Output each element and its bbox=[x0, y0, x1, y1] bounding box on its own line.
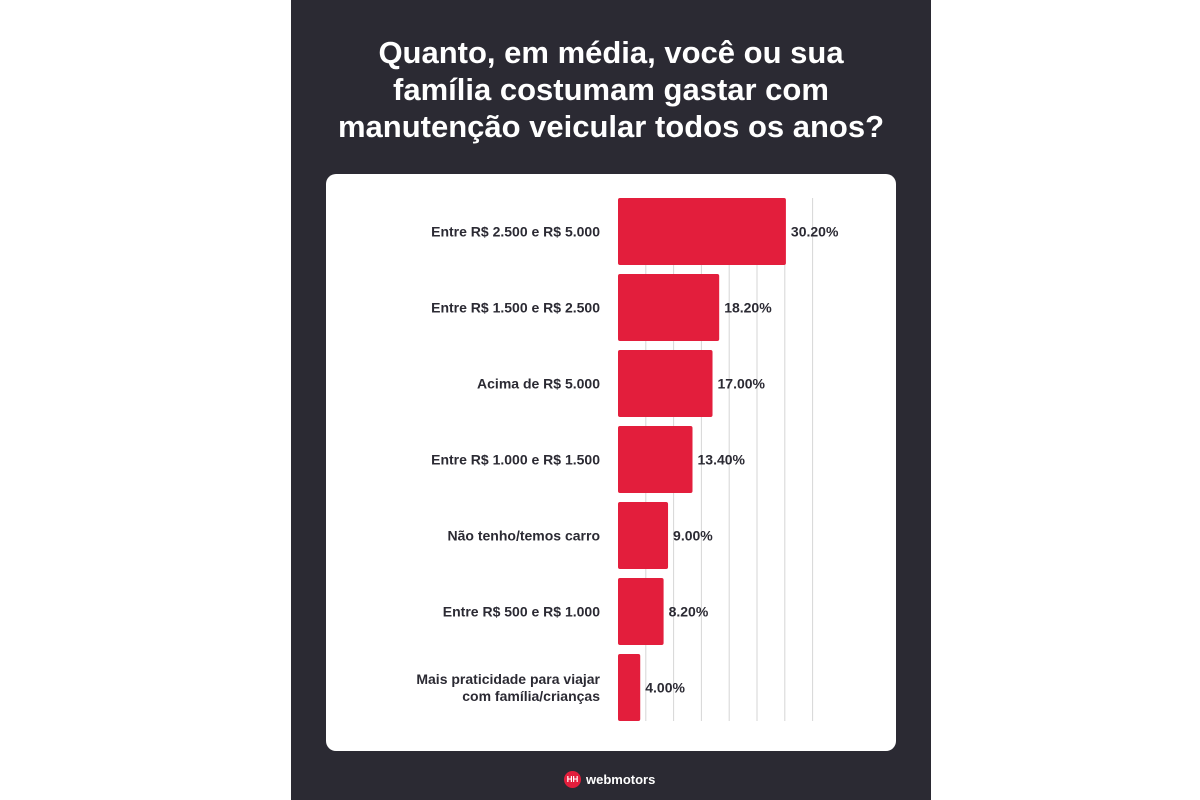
category-label: Acima de R$ 5.000 bbox=[477, 376, 600, 392]
category-label: Não tenho/temos carro bbox=[448, 528, 600, 544]
bar bbox=[618, 274, 720, 341]
value-label: 9.00% bbox=[673, 528, 713, 544]
value-label: 30.20% bbox=[791, 224, 839, 240]
chart-card: 30.20% Entre R$ 2.500 e R$ 5.000 18.20% Ent… bbox=[326, 174, 896, 751]
value-label: 17.00% bbox=[718, 376, 766, 392]
webmotors-logo-icon: HH bbox=[564, 770, 581, 788]
bar-chart: 30.20% Entre R$ 2.500 e R$ 5.000 18.20% Ent… bbox=[416, 198, 839, 721]
chart-title: Quanto, em média, você ou sua família co… bbox=[291, 34, 931, 145]
background-panel: Quanto, em média, você ou sua família co… bbox=[291, 0, 931, 800]
value-label: 18.20% bbox=[724, 300, 772, 316]
bar bbox=[618, 654, 641, 721]
category-label: Entre R$ 1.000 e R$ 1.500 bbox=[431, 452, 600, 468]
bar bbox=[618, 502, 669, 569]
category-label: Entre R$ 1.500 e R$ 2.500 bbox=[431, 300, 600, 316]
category-label: Entre R$ 2.500 e R$ 5.000 bbox=[431, 224, 600, 240]
bar bbox=[618, 578, 664, 645]
category-label: Entre R$ 500 e R$ 1.000 bbox=[443, 604, 600, 620]
title-line: Quanto, em média, você ou sua bbox=[378, 35, 844, 70]
value-label: 4.00% bbox=[645, 680, 685, 696]
title-line: família costumam gastar com bbox=[393, 72, 829, 107]
category-label: Mais praticidade para viajar com família/… bbox=[416, 671, 600, 704]
value-label: 13.40% bbox=[698, 452, 746, 468]
brand-name: webmotors bbox=[586, 771, 656, 787]
bar bbox=[618, 198, 786, 265]
bar bbox=[618, 350, 713, 417]
value-label: 8.20% bbox=[669, 604, 709, 620]
brand-logo: HH webmotors bbox=[564, 769, 655, 789]
title-line: manutenção veicular todos os anos? bbox=[337, 109, 885, 144]
bar bbox=[618, 426, 693, 493]
